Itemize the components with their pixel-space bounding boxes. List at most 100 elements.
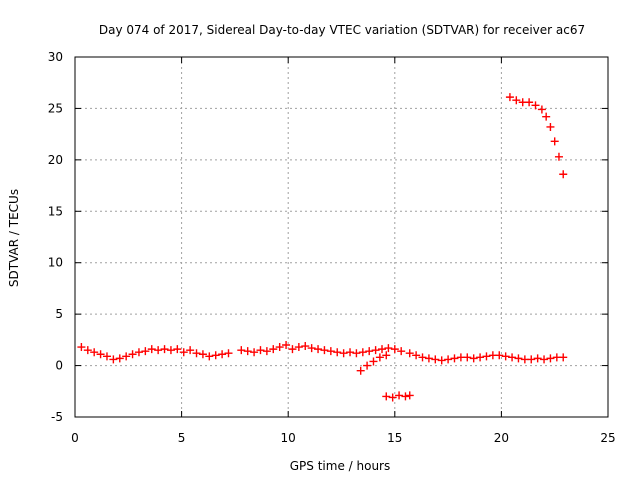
- data-point: [546, 122, 555, 131]
- data-point: [326, 347, 335, 356]
- data-point: [531, 101, 540, 110]
- data-point: [378, 345, 387, 354]
- plot-frame: [74, 56, 609, 418]
- data-point: [307, 344, 316, 353]
- y-tick-label: -5: [51, 410, 63, 424]
- data-point: [77, 343, 86, 352]
- data-point: [122, 352, 131, 361]
- data-point: [542, 112, 551, 121]
- data-point: [179, 348, 188, 357]
- data-point: [546, 354, 555, 363]
- data-point: [371, 346, 380, 355]
- data-point: [250, 348, 259, 357]
- data-point: [294, 343, 303, 352]
- data-point: [96, 350, 105, 359]
- data-point: [537, 105, 546, 114]
- data-point: [476, 353, 485, 362]
- data-point: [395, 391, 404, 400]
- data-point: [83, 346, 92, 355]
- data-point: [437, 356, 446, 365]
- data-point: [397, 347, 406, 356]
- x-tick-label: 10: [281, 431, 296, 445]
- y-tick-label: 30: [48, 50, 63, 64]
- data-point: [160, 345, 169, 354]
- data-point: [405, 391, 414, 400]
- data-point: [269, 345, 278, 354]
- data-point: [211, 351, 220, 360]
- data-point: [505, 93, 514, 102]
- data-point: [243, 347, 252, 356]
- data-point: [147, 345, 156, 354]
- data-point: [388, 393, 397, 402]
- data-point: [401, 392, 410, 401]
- data-point: [134, 348, 143, 357]
- data-point: [205, 352, 214, 361]
- x-tick-label: 15: [387, 431, 402, 445]
- data-point: [424, 354, 433, 363]
- data-point: [554, 152, 563, 161]
- x-tick-label: 25: [600, 431, 615, 445]
- data-point: [412, 351, 421, 360]
- data-point: [533, 354, 542, 363]
- data-point: [356, 366, 365, 375]
- data-point: [301, 342, 310, 351]
- data-point: [320, 346, 329, 355]
- data-point: [508, 353, 517, 362]
- data-point: [346, 348, 355, 357]
- x-axis-ticks: 0 5 10 15 20 25: [71, 57, 616, 445]
- data-point: [128, 350, 137, 359]
- data-point: [363, 361, 372, 370]
- data-point: [501, 352, 510, 361]
- data-point: [365, 347, 374, 356]
- data-point: [375, 353, 384, 362]
- data-point: [115, 354, 124, 363]
- data-point: [173, 345, 182, 354]
- data-point: [102, 352, 111, 361]
- data-point: [384, 344, 393, 353]
- data-point: [405, 349, 414, 358]
- data-point: [218, 350, 227, 359]
- data-point: [550, 137, 559, 146]
- data-point: [90, 348, 99, 357]
- x-tick-label: 20: [494, 431, 509, 445]
- data-point: [237, 346, 246, 355]
- data-point: [109, 355, 118, 364]
- data-point: [444, 355, 453, 364]
- data-point: [495, 351, 504, 360]
- data-point: [154, 346, 163, 355]
- grid-lines: [75, 57, 608, 417]
- data-point: [463, 353, 472, 362]
- data-point: [192, 349, 201, 358]
- data-point: [314, 345, 323, 354]
- data-point: [527, 355, 536, 364]
- y-tick-label: 10: [48, 256, 63, 270]
- data-point: [198, 350, 207, 359]
- y-tick-label: 25: [48, 101, 63, 115]
- x-tick-label: 5: [178, 431, 186, 445]
- y-tick-label: 5: [55, 307, 63, 321]
- data-point: [262, 347, 271, 356]
- data-point: [525, 98, 534, 107]
- data-point: [256, 346, 265, 355]
- x-axis-label: GPS time / hours: [290, 459, 391, 473]
- data-point: [559, 353, 568, 362]
- y-tick-label: 20: [48, 153, 63, 167]
- data-point: [469, 354, 478, 363]
- data-point: [382, 351, 391, 360]
- data-point: [275, 343, 284, 352]
- data-point: [186, 346, 195, 355]
- data-point: [482, 352, 491, 361]
- data-point: [559, 170, 568, 179]
- data-point: [390, 345, 399, 354]
- data-point: [333, 348, 342, 357]
- y-axis-label: SDTVAR / TECUs: [7, 189, 21, 287]
- y-tick-label: 0: [55, 359, 63, 373]
- data-point: [540, 355, 549, 364]
- x-tick-label: 0: [71, 431, 79, 445]
- data-point: [369, 357, 378, 366]
- data-point: [418, 353, 427, 362]
- data-series: [77, 93, 568, 402]
- data-point: [512, 96, 521, 105]
- data-point: [166, 346, 175, 355]
